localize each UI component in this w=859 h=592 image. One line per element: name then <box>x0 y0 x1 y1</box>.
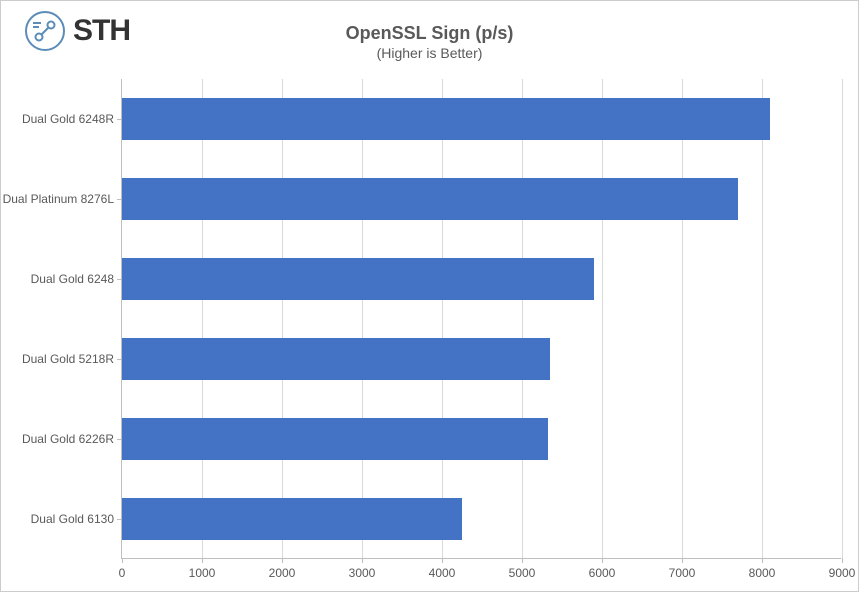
y-axis-label: Dual Gold 6248 <box>31 272 114 286</box>
bar <box>122 418 548 460</box>
chart-subtitle: (Higher is Better) <box>1 45 858 61</box>
x-tick <box>682 558 683 563</box>
y-axis-label: Dual Gold 6130 <box>31 512 114 526</box>
bar <box>122 98 770 140</box>
x-axis-label: 4000 <box>429 566 456 580</box>
bar <box>122 178 738 220</box>
plot-area: 0100020003000400050006000700080009000 <box>121 79 841 559</box>
x-axis-label: 1000 <box>189 566 216 580</box>
x-axis-label: 8000 <box>749 566 776 580</box>
gridline <box>282 79 283 558</box>
x-axis-label: 3000 <box>349 566 376 580</box>
x-tick <box>522 558 523 563</box>
x-axis-label: 2000 <box>269 566 296 580</box>
x-axis-label: 6000 <box>589 566 616 580</box>
x-tick <box>122 558 123 563</box>
y-tick <box>117 199 122 200</box>
x-tick <box>762 558 763 563</box>
x-axis-label: 0 <box>119 566 126 580</box>
x-axis-label: 5000 <box>509 566 536 580</box>
gridline <box>842 79 843 558</box>
y-tick <box>117 119 122 120</box>
x-axis-label: 7000 <box>669 566 696 580</box>
x-tick <box>282 558 283 563</box>
y-tick <box>117 439 122 440</box>
bar <box>122 498 462 540</box>
bar <box>122 258 594 300</box>
y-axis-label: Dual Gold 6226R <box>22 432 114 446</box>
x-tick <box>442 558 443 563</box>
x-tick <box>202 558 203 563</box>
gridline <box>442 79 443 558</box>
chart-title: OpenSSL Sign (p/s) <box>1 23 858 44</box>
gridline <box>202 79 203 558</box>
x-tick <box>362 558 363 563</box>
gridline <box>362 79 363 558</box>
y-tick <box>117 359 122 360</box>
x-tick <box>602 558 603 563</box>
y-axis-label: Dual Gold 5218R <box>22 352 114 366</box>
bar <box>122 338 550 380</box>
gridline <box>522 79 523 558</box>
gridline <box>682 79 683 558</box>
gridline <box>602 79 603 558</box>
y-axis-label: Dual Platinum 8276L <box>3 192 114 206</box>
y-tick <box>117 519 122 520</box>
x-axis-label: 9000 <box>829 566 856 580</box>
y-tick <box>117 279 122 280</box>
y-axis-label: Dual Gold 6248R <box>22 112 114 126</box>
gridline <box>762 79 763 558</box>
x-tick <box>842 558 843 563</box>
